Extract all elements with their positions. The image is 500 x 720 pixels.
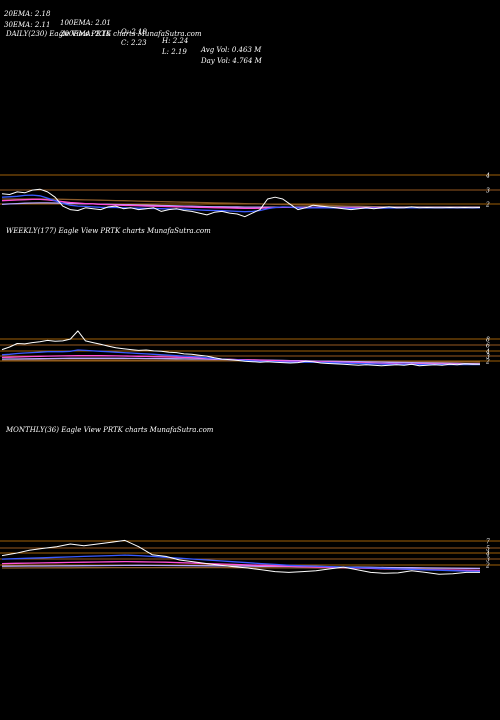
chart-title-2: MONTHLY(36) Eagle View PRTK charts Munaf… [5,426,214,434]
y-tick-1-3: 3 [486,354,490,361]
high-label: H: 2.24 [162,37,189,45]
y-tick-0-0: 4 [485,173,490,180]
series-line-0-0 [1,188,481,218]
y-tick-2-3: 3 [486,557,490,564]
series-line-1-0 [1,330,480,367]
ema20-label: 20EMA: 2.18 [4,10,51,18]
open-label: O: 2.19 [121,28,147,36]
y-tick-0-2: 2 [485,202,490,209]
low-label: L: 2.19 [162,48,187,56]
chart-title-0: DAILY(230) Eagle View PRTK charts Munafa… [5,30,202,38]
header-row-1: 20EMA: 2.18 100EMA: 2.01 O: 2.19 H: 2.24… [4,1,494,54]
y-tick-2-1: 5 [486,546,490,553]
close-label: C: 2.23 [121,39,147,47]
chart-title-1: WEEKLY(177) Eagle View PRTK charts Munaf… [6,227,211,235]
day-vol-label: Day Vol: 4.764 M [201,57,262,65]
y-tick-2-2: 4 [485,551,490,558]
y-tick-0-1: 3 [486,188,490,195]
avg-vol-label: Avg Vol: 0.463 M [201,46,262,54]
header-row-2: 30EMA: 2.11 200EMA: 2.16 C: 2.23 L: 2.19… [4,12,494,65]
series-line-2-3 [1,564,481,570]
series-line-2-1 [1,554,481,572]
ema30-label: 30EMA: 2.11 [4,21,51,29]
series-line-2-0 [1,539,480,575]
y-tick-1-1: 6 [486,343,490,350]
y-tick-2-0: 7 [486,539,490,546]
y-tick-1-4: 2 [485,359,490,366]
y-tick-1-2: 4 [485,349,490,356]
series-line-1-1 [1,349,480,366]
y-tick-1-0: 8 [486,337,490,344]
y-tick-2-4: 2 [485,563,490,570]
ema200-label: 200EMA: 2.16 [60,30,111,38]
ema100-label: 100EMA: 2.01 [60,19,111,27]
